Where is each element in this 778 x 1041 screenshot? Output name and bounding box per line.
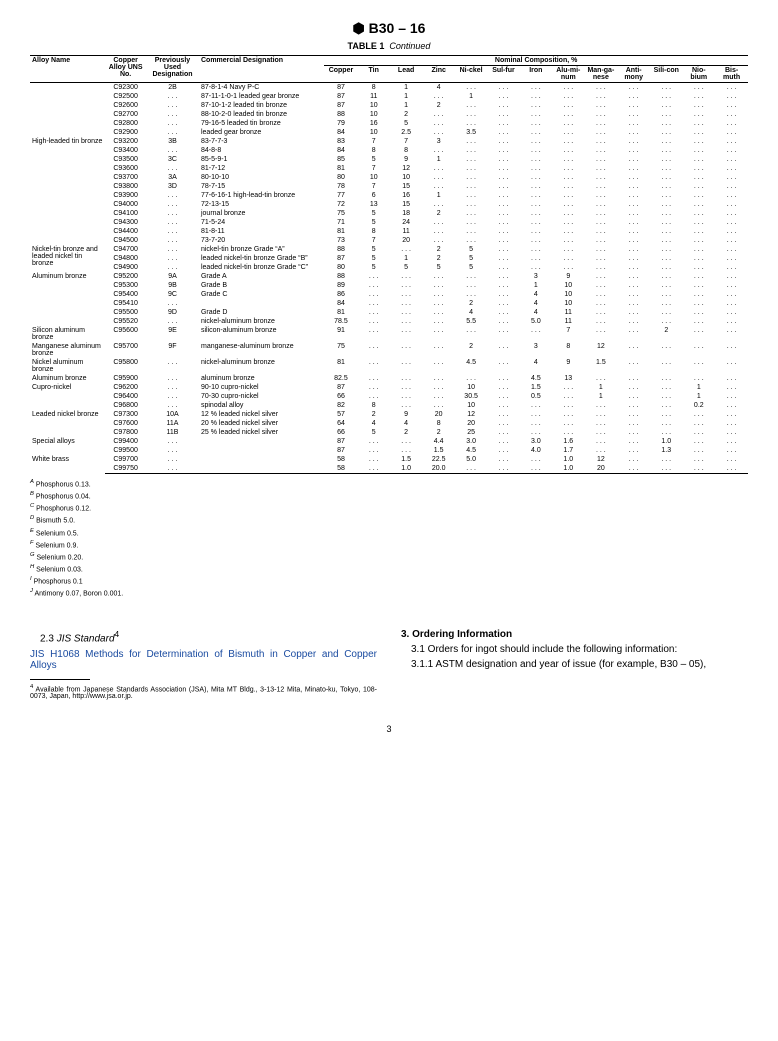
alloy-name-cell: Leaded nickel bronze: [30, 410, 105, 437]
standard-number: B30 – 16: [369, 20, 426, 36]
table-row: C94800. . .leaded nickel-tin bronze Grad…: [30, 254, 748, 263]
table-row: C94300. . .71-5-2471524. . .. . .. . .. …: [30, 218, 748, 227]
footnote-rule: [30, 679, 90, 680]
table-row: C96400. . .70-30 cupro-nickel66. . .. . …: [30, 392, 748, 401]
para-3-1: 3.1 Orders for ingot should include the …: [401, 644, 748, 655]
table-row: C94500. . .73-7-2073720. . .. . .. . .. …: [30, 236, 748, 245]
table-row: Aluminum bronzeC95900. . .aluminum bronz…: [30, 374, 748, 383]
section-3-title: 3. Ordering Information: [401, 629, 748, 640]
table-row: C99750. . .58. . .1.020.0. . .. . .. . .…: [30, 464, 748, 474]
alloy-name-cell: Manganese aluminum bronze: [30, 342, 105, 358]
para-3-1-1: 3.1.1 ASTM designation and year of issue…: [401, 659, 748, 670]
table-row: C955009DGrade D81. . .. . .. . .4. . .41…: [30, 308, 748, 317]
table-row: C93600. . .81-7-1281712. . .. . .. . .. …: [30, 164, 748, 173]
table-row: C93900. . .77-6-16-1 high-lead-tin bronz…: [30, 191, 748, 200]
table-row: C954009CGrade C86. . .. . .. . .. . .. .…: [30, 290, 748, 299]
table-row: C96800. . .spinodal alloy828. . .. . .10…: [30, 401, 748, 410]
table-row: Nickel-tin bronze and leaded nickel tin …: [30, 245, 748, 254]
composition-table: Alloy NameCopper Alloy UNS No.Previously…: [30, 55, 748, 474]
table-row: C99500. . .87. . .. . .1.54.5. . .4.01.7…: [30, 446, 748, 455]
table-row: Aluminum bronzeC952009AGrade A88. . .. .…: [30, 272, 748, 281]
alloy-name-cell: Silicon aluminum bronze: [30, 326, 105, 342]
section-number: 2.3: [40, 634, 54, 645]
table-row: C92800. . .79-16-5 leaded tin bronze7916…: [30, 119, 748, 128]
table-row: C935003C85-5-9-185591. . .. . .. . .. . …: [30, 155, 748, 164]
table-row: C937003A80-10-10801010. . .. . .. . .. .…: [30, 173, 748, 182]
footnote-ref: 4: [115, 629, 120, 639]
table-row: High-leaded tin bronzeC932003B83-7-7-383…: [30, 137, 748, 146]
table-row: C953009BGrade B89. . .. . .. . .. . .. .…: [30, 281, 748, 290]
table-footnotes: A Phosphorus 0.13.B Phosphorus 0.04.C Ph…: [30, 478, 748, 599]
table-row: C92700. . .88-10-2-0 leaded tin bronze88…: [30, 110, 748, 119]
table-row: C92500. . .87-11-1-0-1 leaded gear bronz…: [30, 92, 748, 101]
table-row: C94900. . .leaded nickel-tin bronze Grad…: [30, 263, 748, 272]
jis-link-text[interactable]: Methods for Determination of Bismuth in …: [30, 649, 377, 671]
alloy-name-cell: Aluminum bronze: [30, 374, 105, 383]
table-row: C938003D78-7-1578715. . .. . .. . .. . .…: [30, 182, 748, 191]
table-row: C95520. . .nickel-aluminum bronze78.5. .…: [30, 317, 748, 326]
table-row: Manganese aluminum bronzeC957009Fmangane…: [30, 342, 748, 358]
alloy-name-cell: High-leaded tin bronze: [30, 137, 105, 245]
table-row: C9780011B25 % leaded nickel silver665222…: [30, 428, 748, 437]
jis-link[interactable]: JIS H1068: [30, 649, 80, 660]
alloy-name-cell: [30, 83, 105, 138]
table-row: C94400. . .81-8-1181811. . .. . .. . .. …: [30, 227, 748, 236]
table-row: Cupro-nickelC96200. . .90-10 cupro-nicke…: [30, 383, 748, 392]
table-row: C92900. . .leaded gear bronze84102.5. . …: [30, 128, 748, 137]
table-row: C94100. . .journal bronze755182. . .. . …: [30, 209, 748, 218]
table-row: C95410. . .84. . .. . .. . .2. . .410. .…: [30, 299, 748, 308]
right-column: 3. Ordering Information 3.1 Orders for i…: [401, 629, 748, 704]
table-row: C92600. . .87-10-1-2 leaded tin bronze87…: [30, 101, 748, 110]
table-row: Silicon aluminum bronzeC956009Esilicon-a…: [30, 326, 748, 342]
alloy-name-cell: Cupro-nickel: [30, 383, 105, 410]
alloy-name-cell: Aluminum bronze: [30, 272, 105, 326]
table-continued: Continued: [389, 41, 430, 51]
table-caption: TABLE 1 Continued: [30, 41, 748, 51]
page-header: ⬢ B30 – 16: [30, 20, 748, 37]
table-row: C923002B87-8-1-4 Navy P-C87814. . .. . .…: [30, 83, 748, 93]
page-number: 3: [30, 724, 748, 734]
table-row: Nickel aluminum bronzeC95800. . .nickel-…: [30, 358, 748, 374]
table-row: White brassC99700. . .58. . .1.522.55.0.…: [30, 455, 748, 464]
table-row: C9760011A20 % leaded nickel silver644482…: [30, 419, 748, 428]
table-label: TABLE 1: [348, 41, 385, 51]
table-row: Leaded nickel bronzeC9730010A12 % leaded…: [30, 410, 748, 419]
astm-logo-icon: ⬢: [353, 20, 365, 36]
footnote-4: 4 Available from Japanese Standards Asso…: [30, 684, 377, 700]
table-row: C93400. . .84-8-88488. . .. . .. . .. . …: [30, 146, 748, 155]
table-row: C94000. . .72-13-15721315. . .. . .. . .…: [30, 200, 748, 209]
alloy-name-cell: Nickel aluminum bronze: [30, 358, 105, 374]
table-row: Special alloysC99400. . .87. . .. . .4.4…: [30, 437, 748, 446]
alloy-name-cell: Special alloys: [30, 437, 105, 455]
left-column: 2.3 JIS Standard4 JIS H1068 Methods for …: [30, 629, 377, 704]
alloy-name-cell: Nickel-tin bronze and leaded nickel tin …: [30, 245, 105, 272]
alloy-name-cell: White brass: [30, 455, 105, 474]
body-columns: 2.3 JIS Standard4 JIS H1068 Methods for …: [30, 629, 748, 704]
section-title: JIS Standard: [57, 634, 115, 645]
